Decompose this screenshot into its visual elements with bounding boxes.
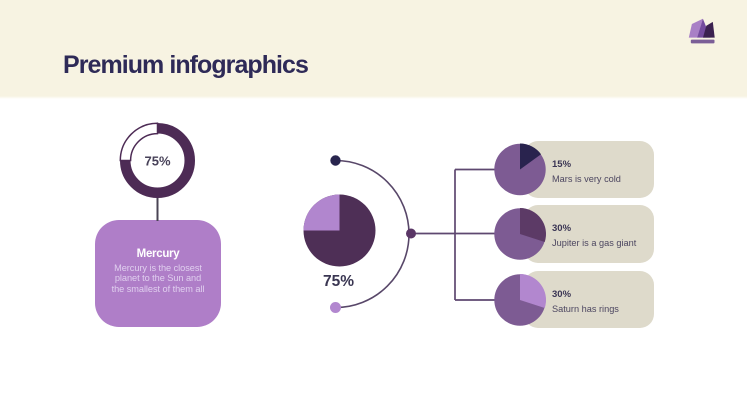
svg-text:75%: 75% <box>323 273 354 290</box>
svg-text:75%: 75% <box>144 154 170 169</box>
